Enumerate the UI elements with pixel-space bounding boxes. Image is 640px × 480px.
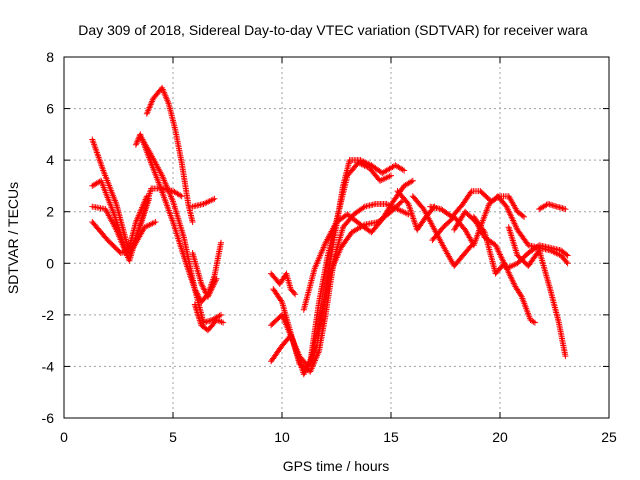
y-tick-label: -2 xyxy=(42,307,55,323)
data-marks xyxy=(268,270,299,298)
x-tick-label: 10 xyxy=(274,429,290,445)
axis-ticks: 0 5 10 15 20 25 -6 -4 -2 0 2 4 6 8 xyxy=(42,49,617,445)
y-axis-label: SDTVAR / TECUs xyxy=(5,182,21,294)
series-arc-18 xyxy=(409,193,475,269)
y-tick-label: 4 xyxy=(46,152,54,168)
data-marks xyxy=(191,301,227,334)
series-arc-15 xyxy=(300,177,416,313)
y-tick-label: -6 xyxy=(42,410,55,426)
x-tick-label: 25 xyxy=(601,429,617,445)
series-arc-10 xyxy=(191,301,227,334)
data-marks xyxy=(189,195,218,210)
y-tick-label: -4 xyxy=(42,358,55,374)
data-marks xyxy=(409,193,475,269)
data-marks xyxy=(300,177,416,313)
data-marks xyxy=(139,136,224,326)
series-arc-22 xyxy=(470,213,538,326)
data-marks xyxy=(189,250,220,300)
data-marks xyxy=(143,84,196,225)
chart-title: Day 309 of 2018, Sidereal Day-to-day VTE… xyxy=(78,22,588,38)
series-arc-09 xyxy=(189,250,220,300)
y-tick-label: 0 xyxy=(46,255,54,271)
data-marks xyxy=(536,201,569,213)
data-marks xyxy=(394,188,438,233)
x-axis-label: GPS time / hours xyxy=(283,458,390,474)
series-arc-06 xyxy=(139,136,224,326)
series-arc-16 xyxy=(307,198,405,365)
x-tick-label: 0 xyxy=(60,429,68,445)
series-arc-07 xyxy=(143,84,196,225)
y-tick-label: 6 xyxy=(46,101,54,117)
x-tick-label: 15 xyxy=(383,429,399,445)
x-tick-label: 5 xyxy=(169,429,177,445)
series-arc-23 xyxy=(505,224,569,360)
plot-frame xyxy=(63,56,610,419)
series-arc-13 xyxy=(268,270,299,298)
x-tick-label: 20 xyxy=(492,429,508,445)
series-arc-17 xyxy=(394,188,438,233)
series-arc-04 xyxy=(89,219,159,256)
data-points xyxy=(89,84,571,378)
data-marks xyxy=(307,198,405,365)
data-marks xyxy=(470,213,538,326)
y-tick-label: 8 xyxy=(46,49,54,65)
y-tick-label: 2 xyxy=(46,204,54,220)
data-marks xyxy=(505,224,569,360)
series-arc-08 xyxy=(189,195,218,210)
data-marks xyxy=(89,219,159,256)
series-arc-24 xyxy=(536,201,569,213)
